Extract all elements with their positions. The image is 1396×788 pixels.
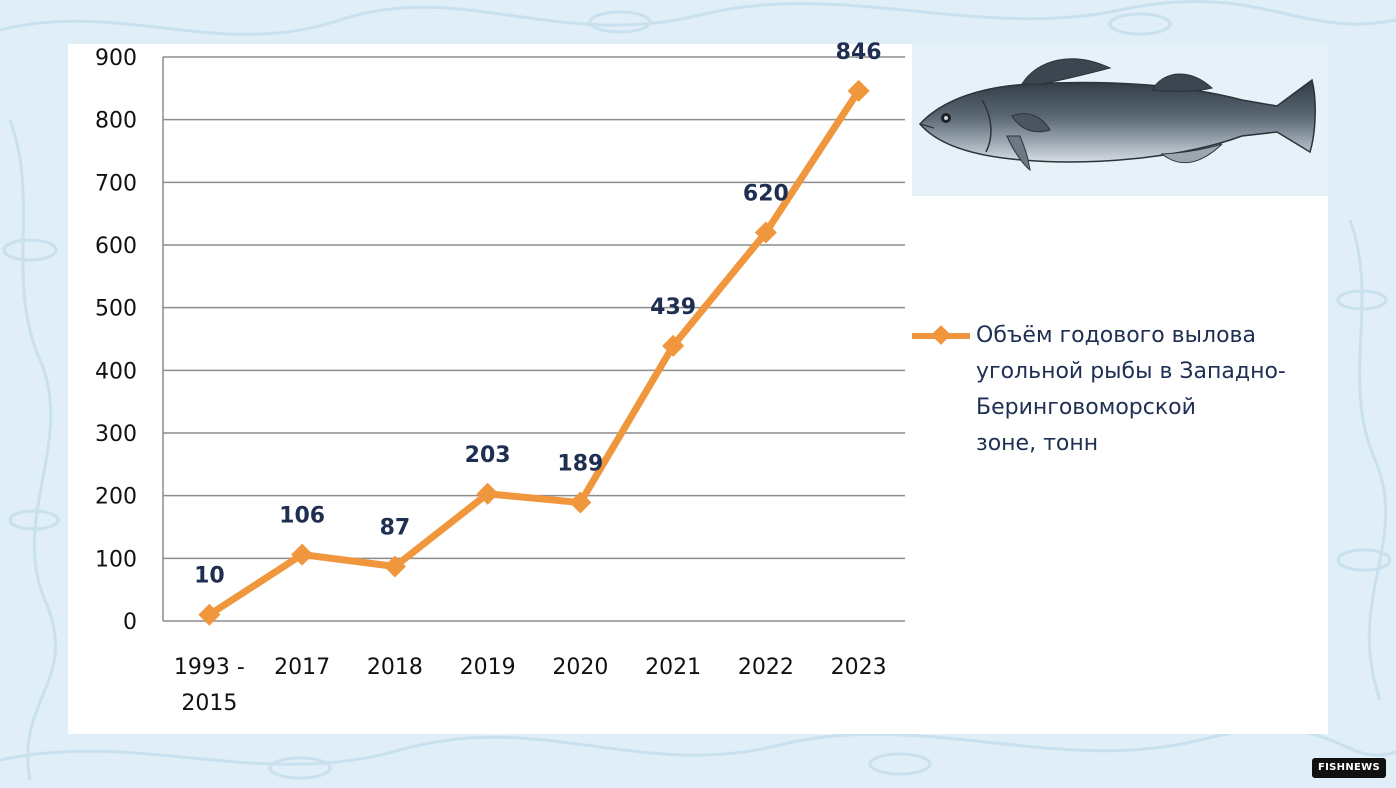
y-tick-label: 100 <box>95 547 137 572</box>
y-tick-label: 900 <box>95 46 137 71</box>
x-tick-label: 2022 <box>738 655 794 680</box>
data-point <box>476 482 499 505</box>
data-label: 189 <box>557 452 603 477</box>
data-labels: 10 106 87 203 189 439 620 846 <box>194 40 882 589</box>
legend-label: Объём годового вылова угольной рыбы в За… <box>976 318 1316 462</box>
data-label: 203 <box>465 443 511 468</box>
legend: Объём годового вылова угольной рыбы в За… <box>912 318 1332 468</box>
data-label: 87 <box>380 515 411 540</box>
legend-line: угольной рыбы в Западно- <box>976 359 1286 384</box>
y-tick-label: 0 <box>123 610 137 635</box>
y-tick-label: 500 <box>95 297 137 322</box>
data-point <box>198 603 221 626</box>
x-tick-label: 1993 -2015 <box>174 655 245 716</box>
y-tick-label: 200 <box>95 485 137 510</box>
legend-line: зоне, тонн <box>976 431 1099 456</box>
legend-line: Беринговоморской <box>976 395 1196 420</box>
x-tick-label: 2018 <box>367 655 423 680</box>
data-point <box>569 491 592 514</box>
data-point <box>754 221 777 244</box>
x-tick-label: 2023 <box>831 655 887 680</box>
series-line <box>205 87 863 619</box>
y-tick-label: 300 <box>95 422 137 447</box>
y-tick-label: 700 <box>95 171 137 196</box>
data-label: 439 <box>650 295 696 320</box>
x-tick-label: 2020 <box>552 655 608 680</box>
legend-marker-icon <box>912 325 970 345</box>
series-layer <box>198 79 870 626</box>
fishnews-logo[interactable]: FISHNEWS <box>1312 758 1386 778</box>
data-point <box>291 543 314 566</box>
data-label: 10 <box>194 564 225 589</box>
x-tick-label: 2021 <box>645 655 701 680</box>
y-tick-label: 600 <box>95 234 137 259</box>
y-tick-label: 400 <box>95 359 137 384</box>
data-label: 620 <box>743 181 789 206</box>
x-tick-label: 2017 <box>274 655 330 680</box>
data-point <box>383 555 406 578</box>
legend-line: Объём годового вылова <box>976 323 1256 348</box>
data-point <box>847 79 870 102</box>
x-tick-label: 2019 <box>460 655 516 680</box>
y-axis-ticks: 0 100 200 300 400 500 600 700 800 900 <box>95 46 137 635</box>
sablefish-icon <box>918 58 1316 172</box>
data-label: 106 <box>279 504 325 529</box>
gridlines <box>163 56 905 560</box>
axes <box>162 57 905 622</box>
y-tick-label: 800 <box>95 109 137 134</box>
x-axis-ticks: 1993 -2015 2017 2018 2019 2020 2021 2022 2023 <box>174 655 887 716</box>
data-label: 846 <box>836 40 882 65</box>
data-point <box>662 334 685 357</box>
